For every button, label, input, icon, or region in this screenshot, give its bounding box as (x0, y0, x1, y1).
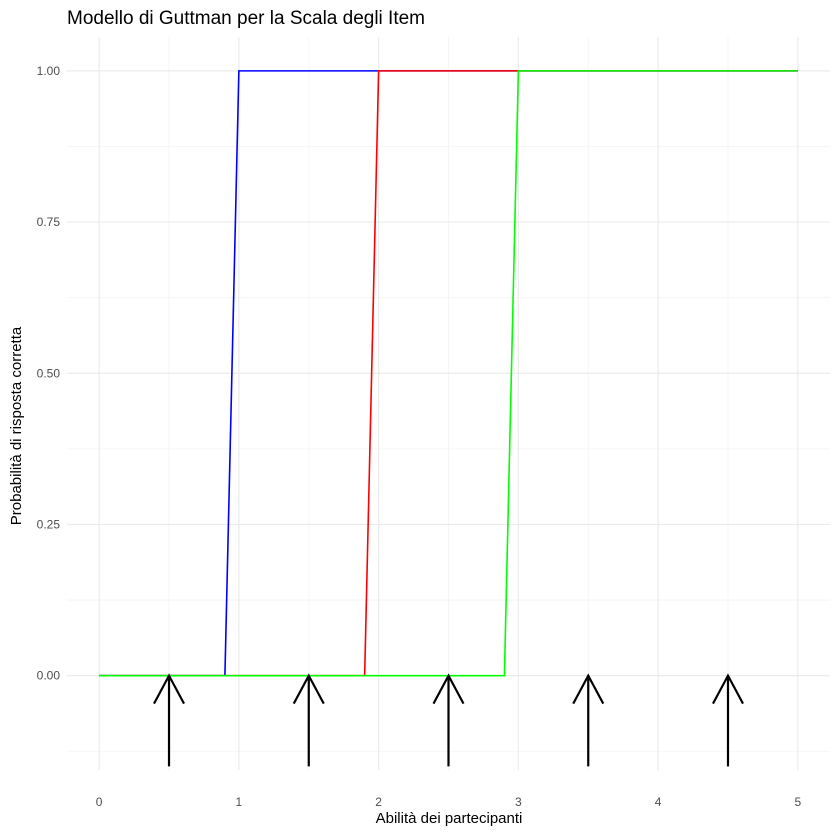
x-axis-title: Abilità dei partecipanti (376, 810, 523, 827)
y-tick-label-4: 1.00 (37, 64, 61, 78)
y-tick-label-0: 0.00 (37, 669, 61, 683)
arrow-2 (432, 673, 465, 767)
x-tick-label-1: 1 (236, 795, 243, 809)
x-tick-label-4: 4 (655, 795, 662, 809)
y-axis-title: Probabilità di risposta corretta (8, 326, 25, 525)
x-tick-label-2: 2 (375, 795, 382, 809)
arrow-3 (572, 673, 605, 767)
arrow-4 (712, 673, 744, 767)
arrow-1 (292, 673, 325, 767)
x-tick-label-5: 5 (795, 795, 802, 809)
y-tick-label-1: 0.25 (37, 517, 61, 531)
chart-title: Modello di Guttman per la Scala degli It… (67, 8, 425, 29)
x-tick-label-3: 3 (515, 795, 522, 809)
plot-panel: 0 1 2 3 4 5 0.00 0.25 0.50 0.75 1.00 (37, 37, 830, 809)
y-tick-label-2: 0.50 (37, 366, 61, 380)
x-tick-label-0: 0 (96, 795, 103, 809)
arrow-0 (153, 673, 185, 767)
series-line-2 (99, 70, 798, 677)
y-tick-label-3: 0.75 (37, 215, 61, 229)
